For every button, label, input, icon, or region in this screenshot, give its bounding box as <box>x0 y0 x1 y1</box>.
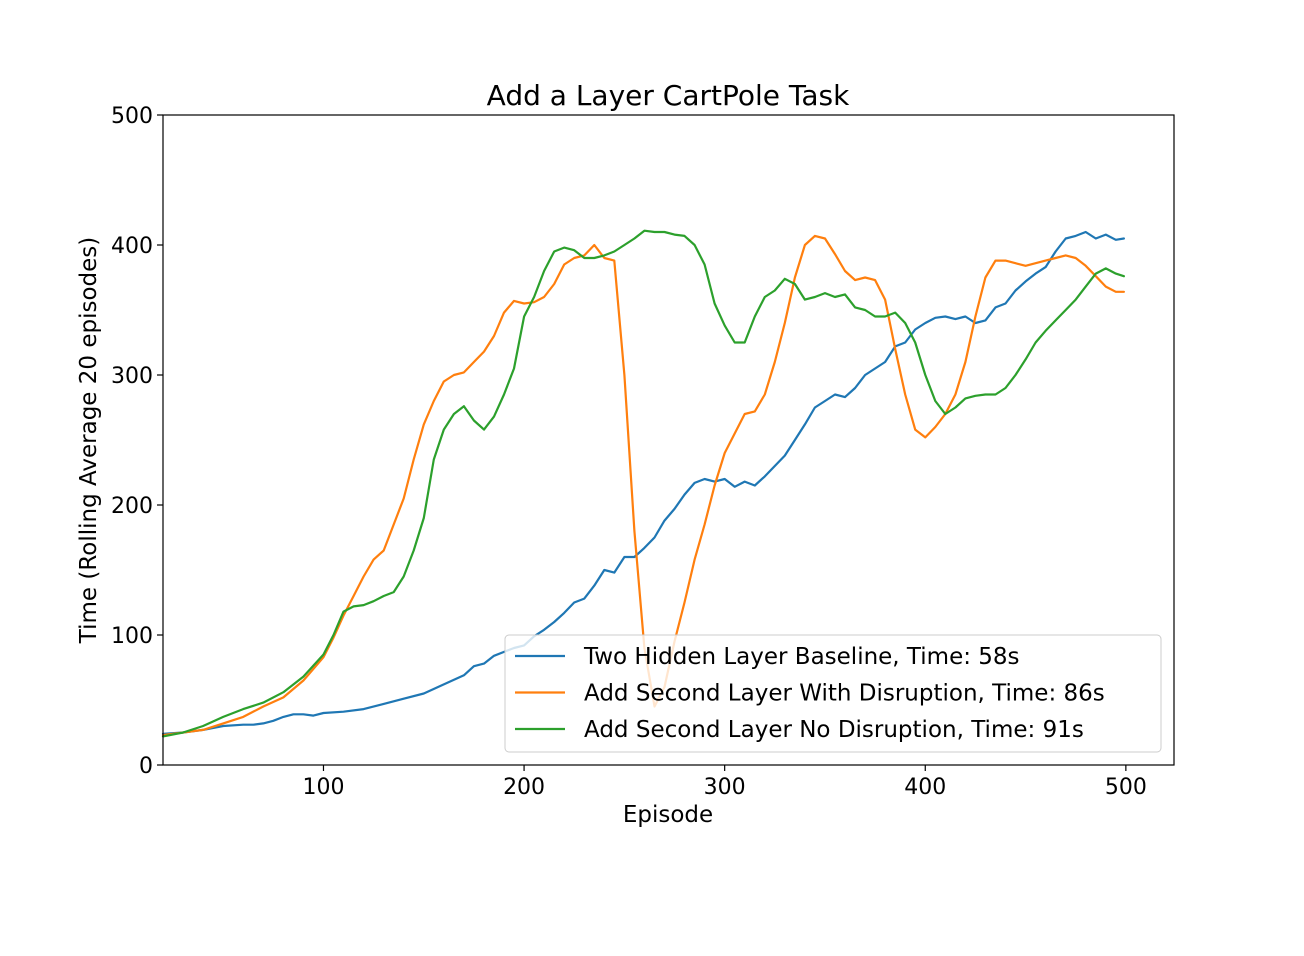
x-tick-label: 300 <box>704 775 746 800</box>
y-tick-label: 0 <box>139 754 153 779</box>
y-tick-label: 300 <box>111 364 153 389</box>
x-axis: 100 200 300 400 500 <box>302 765 1147 800</box>
x-tick-label: 100 <box>302 775 344 800</box>
series-line-3 <box>161 229 1126 738</box>
y-tick-label: 500 <box>111 104 153 129</box>
x-tick-label: 400 <box>904 775 946 800</box>
legend: Two Hidden Layer Baseline, Time: 58s Add … <box>504 634 1162 753</box>
legend-label-1: Two Hidden Layer Baseline, Time: 58s <box>583 644 1020 670</box>
y-tick-label: 400 <box>111 234 153 259</box>
plot-area <box>161 229 1126 738</box>
legend-label-3: Add Second Layer No Disruption, Time: 91… <box>584 717 1084 743</box>
series-line-1 <box>161 230 1126 735</box>
y-axis: 0 100 200 300 400 500 <box>111 104 163 779</box>
x-axis-label: Episode <box>623 802 713 828</box>
y-tick-label: 200 <box>111 494 153 519</box>
y-axis-label: Time (Rolling Average 20 episodes) <box>76 237 102 645</box>
chart-title: Add a Layer CartPole Task <box>487 79 850 112</box>
legend-frame <box>504 634 1162 753</box>
axes-frame <box>162 114 1175 766</box>
x-tick-label: 500 <box>1105 775 1147 800</box>
y-tick-label: 100 <box>111 624 153 649</box>
legend-label-2: Add Second Layer With Disruption, Time: … <box>584 681 1105 707</box>
series-line-2 <box>161 234 1126 737</box>
x-tick-label: 200 <box>503 775 545 800</box>
